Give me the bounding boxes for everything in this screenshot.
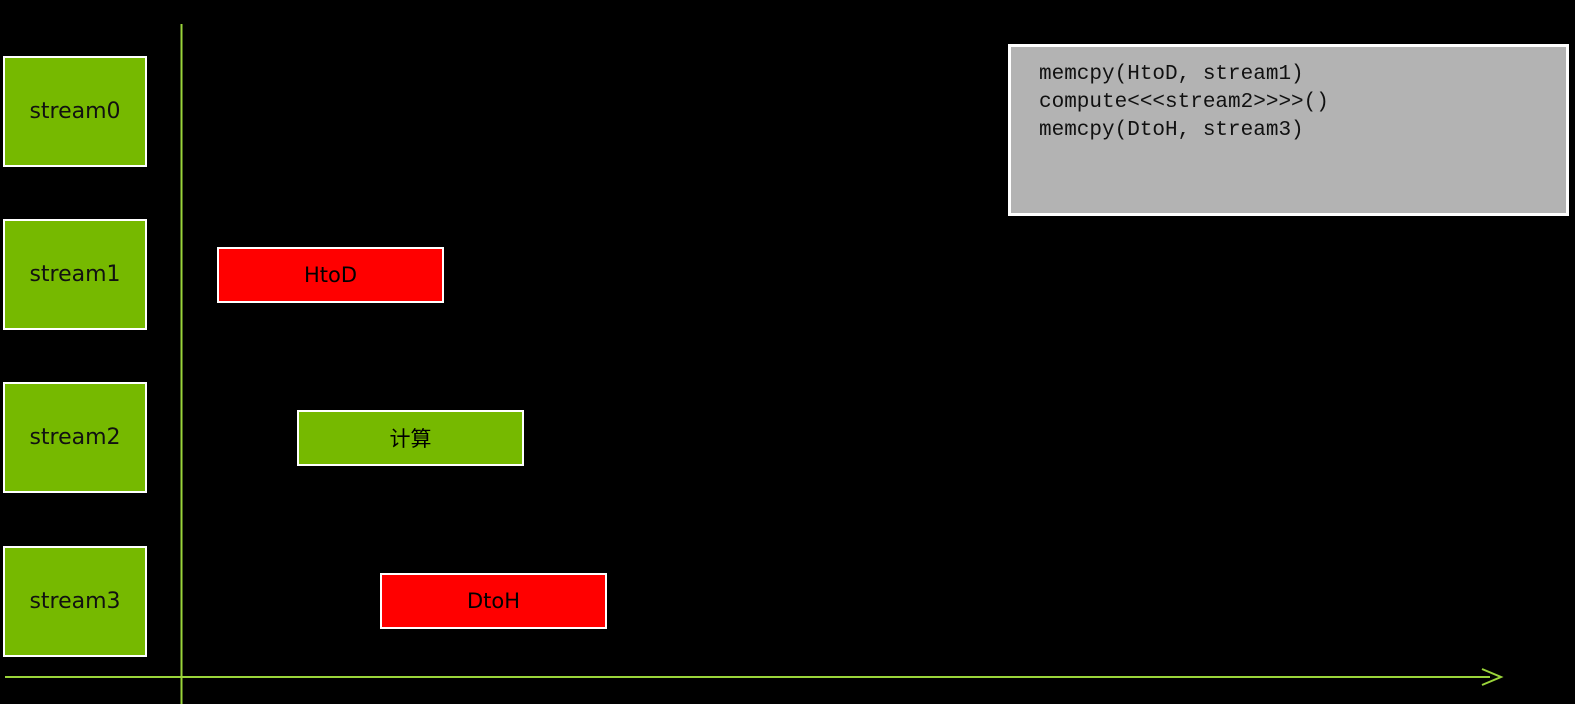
stream-label-0: stream0	[29, 99, 121, 124]
stream-box-3: stream3	[3, 546, 147, 657]
stream-label-1: stream1	[29, 262, 121, 287]
code-line-1: memcpy(HtoD, stream1)	[1039, 63, 1304, 86]
code-line-2: compute<<<stream2>>>>()	[1039, 91, 1329, 114]
stream-box-0: stream0	[3, 56, 147, 167]
task-label-compute: 计算	[389, 427, 432, 451]
code-box: memcpy(HtoD, stream1) compute<<<stream2>…	[1008, 44, 1569, 216]
code-line-3: memcpy(DtoH, stream3)	[1039, 119, 1304, 142]
task-label-dtoh: DtoH	[466, 589, 521, 613]
stream-label-3: stream3	[29, 589, 121, 614]
time-axis-arrowhead	[1481, 668, 1504, 686]
task-label-htod: HtoD	[303, 263, 358, 287]
task-htod: HtoD	[217, 247, 444, 303]
stream-box-2: stream2	[3, 382, 147, 493]
stream-box-1: stream1	[3, 219, 147, 330]
stream-label-2: stream2	[29, 425, 121, 450]
task-compute: 计算	[297, 410, 524, 466]
task-dtoh: DtoH	[380, 573, 607, 629]
